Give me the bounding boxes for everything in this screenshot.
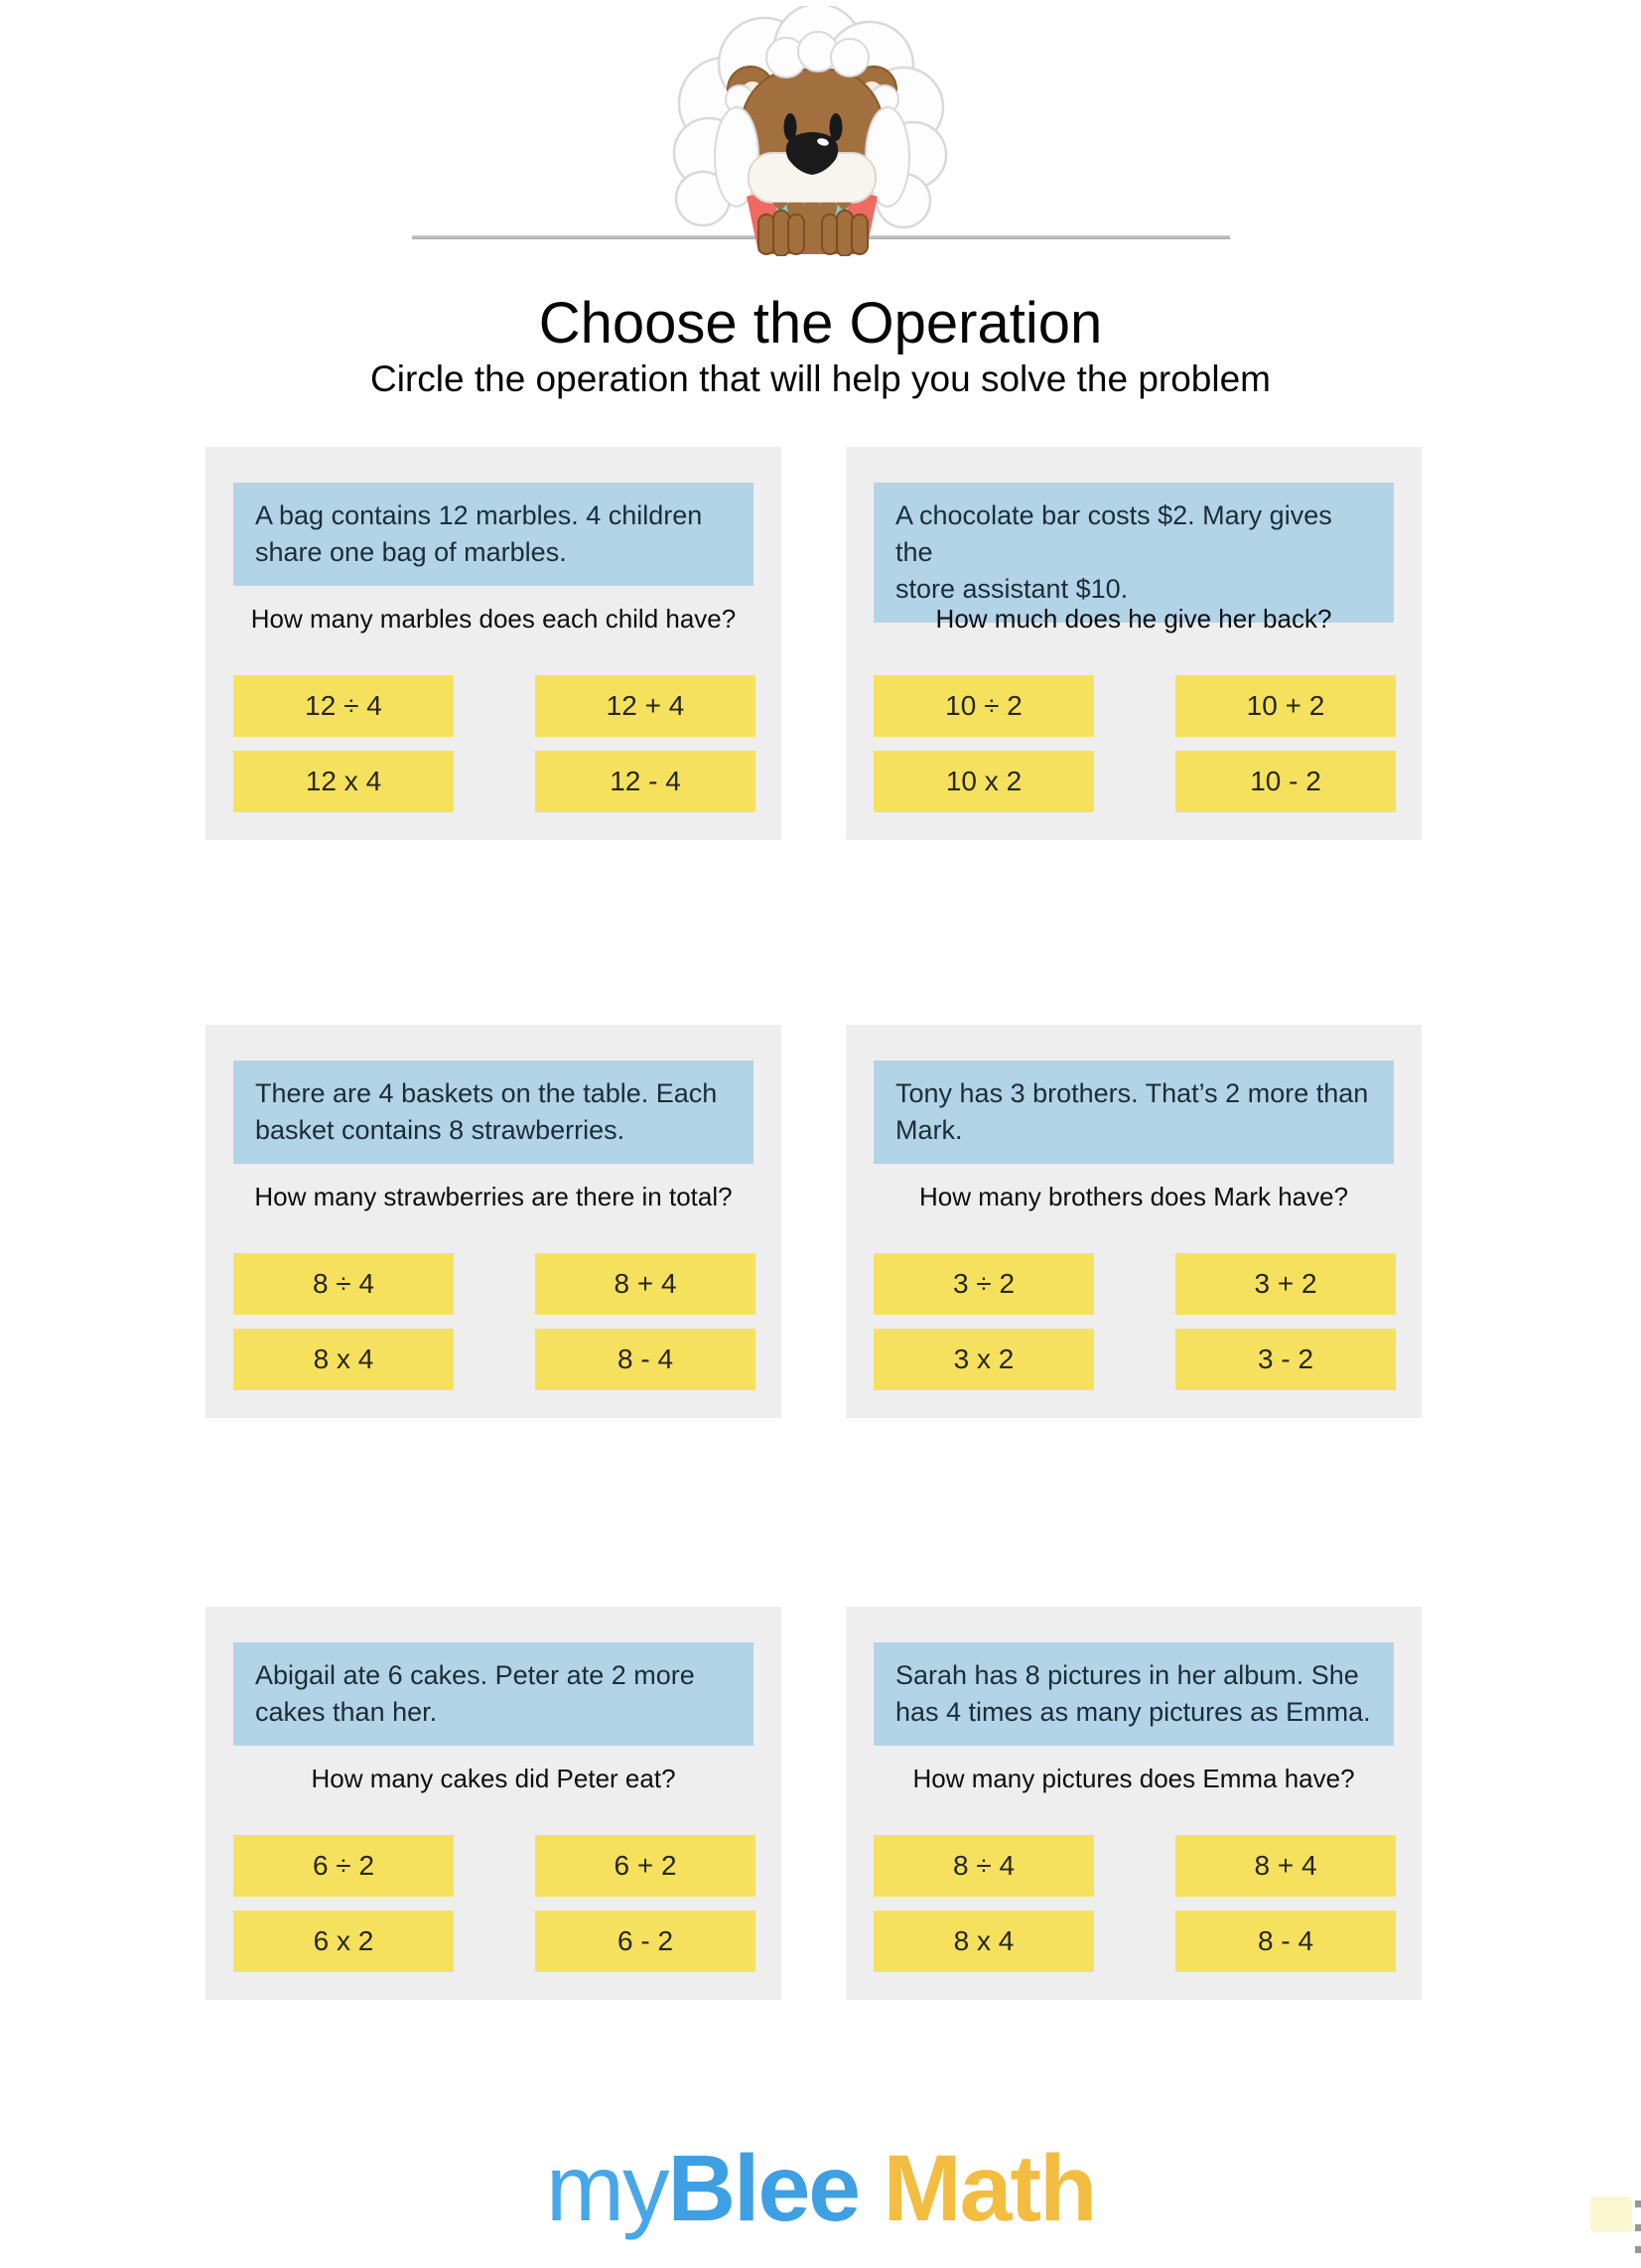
option-divide[interactable]: 3 ÷ 2 [874,1253,1094,1315]
page-subtitle: Circle the operation that will help you … [370,358,1271,399]
option-divide[interactable]: 10 ÷ 2 [874,675,1094,737]
problem-question: How many brothers does Mark have? [918,1182,1349,1211]
problem-card-4: Tony has 3 brothers. That’s 2 more than … [846,1025,1422,1418]
page-edge-smudge [1590,2197,1632,2232]
option-multiply[interactable]: 6 x 2 [233,1911,454,1972]
option-divide[interactable]: 6 ÷ 2 [233,1835,454,1897]
option-add[interactable]: 12 + 4 [535,675,755,737]
option-subtract[interactable]: 10 - 2 [1175,751,1396,812]
problem-question: How many strawberries are there in total… [254,1182,733,1211]
option-multiply[interactable]: 3 x 2 [874,1329,1094,1390]
page-edge-speck [1635,2224,1641,2231]
option-multiply[interactable]: 8 x 4 [874,1911,1094,1972]
option-divide[interactable]: 8 ÷ 4 [874,1835,1094,1897]
option-subtract[interactable]: 8 - 4 [1175,1911,1396,1972]
problem-statement: A chocolate bar costs $2. Mary gives the… [874,483,1394,623]
problem-statement: Abigail ate 6 cakes. Peter ate 2 more ca… [233,1642,753,1746]
problem-card-5: Abigail ate 6 cakes. Peter ate 2 more ca… [205,1607,781,2000]
option-divide[interactable]: 12 ÷ 4 [233,675,454,737]
problem-statement: There are 4 baskets on the table. Each b… [233,1061,753,1164]
problem-card-6: Sarah has 8 pictures in her album. She h… [846,1607,1422,2000]
page-edge-speck [1635,2200,1641,2207]
option-subtract[interactable]: 8 - 4 [535,1329,755,1390]
problem-question: How many marbles does each child have? [250,604,737,634]
problem-question: How many cakes did Peter eat? [311,1764,676,1793]
option-add[interactable]: 8 + 4 [535,1253,755,1315]
problem-question: How much does he give her back? [935,604,1332,634]
logo-blee: Blee [667,2136,861,2241]
problem-statement: Tony has 3 brothers. That’s 2 more than … [874,1061,1394,1164]
page-title: Choose the Operation [538,291,1103,355]
option-multiply[interactable]: 12 x 4 [233,751,454,812]
problem-card-1: A bag contains 12 marbles. 4 children sh… [205,447,781,840]
option-subtract[interactable]: 3 - 2 [1175,1329,1396,1390]
logo-math: Math [883,2136,1098,2241]
problem-statement: Sarah has 8 pictures in her album. She h… [874,1642,1394,1746]
option-subtract[interactable]: 12 - 4 [535,751,755,812]
option-subtract[interactable]: 6 - 2 [535,1911,755,1972]
option-add[interactable]: 3 + 2 [1175,1253,1396,1315]
myblee-math-logo: myBlee Math [0,2137,1641,2241]
problem-question: How many pictures does Emma have? [912,1764,1355,1793]
option-add[interactable]: 10 + 2 [1175,675,1396,737]
option-multiply[interactable]: 10 x 2 [874,751,1094,812]
page-edge-speck [1635,2246,1641,2253]
option-add[interactable]: 6 + 2 [535,1835,755,1897]
problem-card-2: A chocolate bar costs $2. Mary gives the… [846,447,1422,840]
option-divide[interactable]: 8 ÷ 4 [233,1253,454,1315]
option-multiply[interactable]: 8 x 4 [233,1329,454,1390]
option-add[interactable]: 8 + 4 [1175,1835,1396,1897]
logo-my: my [545,2136,670,2241]
mascot-bear-icon [672,6,948,256]
problem-card-3: There are 4 baskets on the table. Each b… [205,1025,781,1418]
problem-statement: A bag contains 12 marbles. 4 children sh… [233,483,753,586]
